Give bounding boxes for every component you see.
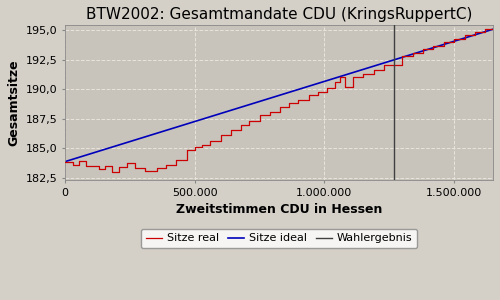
Sitze real (62, 160, 68, 164)
X-axis label: Zweitstimmen CDU in Hessen: Zweitstimmen CDU in Hessen (176, 203, 382, 216)
Sitze real (482, 27, 488, 31)
Sitze real (142, 169, 148, 172)
Y-axis label: Gesamtsitze: Gesamtsitze (7, 59, 20, 146)
Sitze real (350, 85, 356, 89)
Sitze real (108, 170, 114, 173)
Line: Sitze real: Sitze real (65, 29, 493, 172)
Legend: Sitze real, Sitze ideal, Wahlergebnis: Sitze real, Sitze ideal, Wahlergebnis (141, 229, 417, 248)
Sitze real (278, 110, 283, 113)
Sitze real (116, 170, 122, 173)
Sitze real (490, 27, 496, 31)
Title: BTW2002: Gesamtmandate CDU (KringsRuppertC): BTW2002: Gesamtmandate CDU (KringsRupper… (86, 7, 472, 22)
Sitze real (124, 162, 130, 165)
Sitze real (399, 55, 405, 58)
